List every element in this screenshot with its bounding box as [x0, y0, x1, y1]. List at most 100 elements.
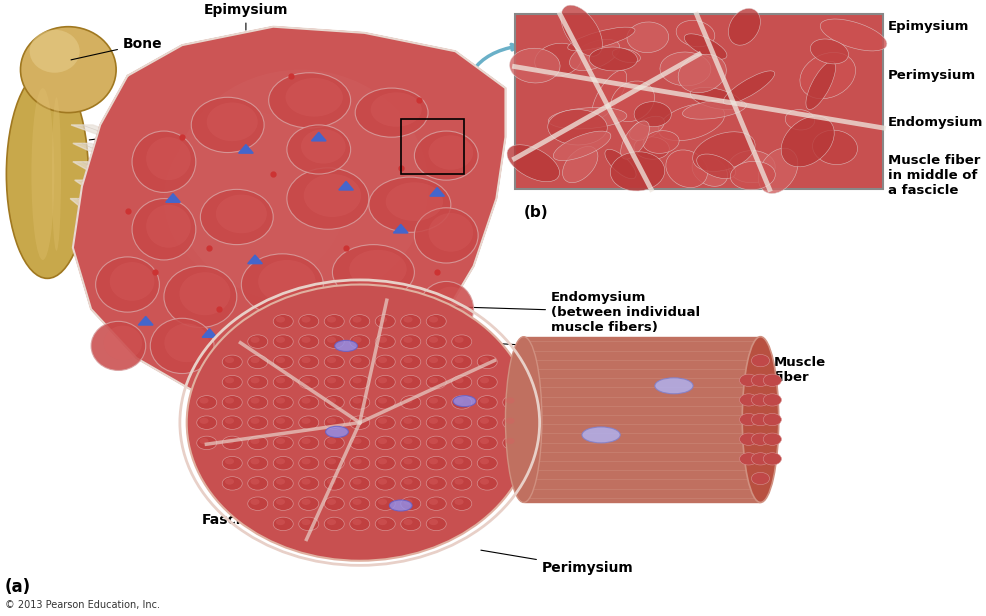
Circle shape	[199, 418, 208, 424]
Circle shape	[400, 436, 420, 450]
Ellipse shape	[592, 70, 626, 119]
Circle shape	[403, 397, 412, 403]
Ellipse shape	[191, 97, 264, 153]
Circle shape	[477, 436, 497, 450]
Text: © 2013 Pearson Education, Inc.: © 2013 Pearson Education, Inc.	[5, 600, 160, 610]
Circle shape	[762, 374, 781, 386]
Circle shape	[426, 355, 446, 368]
Circle shape	[403, 317, 412, 323]
Circle shape	[378, 519, 387, 525]
Circle shape	[299, 335, 318, 349]
Circle shape	[429, 479, 438, 485]
Polygon shape	[393, 224, 407, 233]
Circle shape	[750, 453, 769, 465]
Circle shape	[301, 479, 311, 485]
Ellipse shape	[689, 87, 740, 110]
Circle shape	[454, 397, 463, 403]
Ellipse shape	[287, 125, 350, 174]
Ellipse shape	[785, 110, 813, 130]
Circle shape	[479, 397, 489, 403]
Circle shape	[323, 416, 344, 429]
Ellipse shape	[548, 107, 626, 129]
Circle shape	[247, 416, 267, 429]
Circle shape	[452, 355, 471, 368]
Circle shape	[426, 315, 446, 328]
Circle shape	[452, 375, 471, 389]
Ellipse shape	[660, 52, 710, 86]
Circle shape	[454, 479, 463, 485]
Ellipse shape	[343, 311, 394, 350]
Circle shape	[502, 436, 523, 450]
Ellipse shape	[569, 39, 619, 71]
Ellipse shape	[325, 426, 348, 437]
Circle shape	[400, 477, 420, 490]
Circle shape	[276, 357, 285, 363]
Circle shape	[250, 397, 259, 403]
Circle shape	[426, 456, 446, 470]
Ellipse shape	[287, 168, 369, 229]
Circle shape	[352, 377, 361, 383]
Circle shape	[352, 397, 361, 403]
Circle shape	[426, 335, 446, 349]
Circle shape	[403, 337, 412, 343]
Circle shape	[349, 456, 370, 470]
Circle shape	[429, 438, 438, 444]
Circle shape	[225, 357, 234, 363]
Circle shape	[477, 477, 497, 490]
Circle shape	[454, 337, 463, 343]
Circle shape	[225, 479, 234, 485]
Ellipse shape	[780, 116, 833, 167]
Circle shape	[225, 438, 234, 444]
Ellipse shape	[388, 500, 412, 511]
Circle shape	[276, 519, 285, 525]
Text: Bone: Bone	[71, 37, 163, 60]
Circle shape	[299, 416, 318, 429]
Circle shape	[276, 377, 285, 383]
Ellipse shape	[453, 395, 475, 407]
Ellipse shape	[242, 254, 323, 315]
Circle shape	[429, 397, 438, 403]
Ellipse shape	[173, 70, 428, 303]
Circle shape	[352, 458, 361, 464]
Circle shape	[301, 337, 311, 343]
Circle shape	[375, 355, 394, 368]
Polygon shape	[312, 132, 325, 141]
Circle shape	[199, 438, 208, 444]
Circle shape	[378, 317, 387, 323]
Ellipse shape	[386, 182, 443, 221]
Ellipse shape	[620, 121, 649, 159]
Circle shape	[323, 436, 344, 450]
Circle shape	[222, 436, 242, 450]
Polygon shape	[75, 180, 207, 260]
Ellipse shape	[811, 130, 857, 164]
Circle shape	[326, 397, 335, 403]
Ellipse shape	[206, 102, 257, 141]
Circle shape	[426, 477, 446, 490]
Circle shape	[222, 477, 242, 490]
Polygon shape	[239, 145, 253, 153]
Circle shape	[352, 317, 361, 323]
Circle shape	[375, 375, 394, 389]
Circle shape	[452, 456, 471, 470]
Circle shape	[247, 497, 267, 511]
Circle shape	[429, 377, 438, 383]
Polygon shape	[73, 26, 505, 407]
Circle shape	[250, 458, 259, 464]
Circle shape	[326, 499, 335, 505]
Circle shape	[375, 335, 394, 349]
Ellipse shape	[658, 103, 724, 140]
Circle shape	[349, 497, 370, 511]
Circle shape	[400, 335, 420, 349]
Circle shape	[479, 377, 489, 383]
Circle shape	[273, 456, 293, 470]
Circle shape	[301, 397, 311, 403]
Circle shape	[276, 479, 285, 485]
Polygon shape	[275, 323, 289, 331]
Circle shape	[273, 375, 293, 389]
Circle shape	[196, 395, 217, 409]
Ellipse shape	[232, 318, 314, 373]
Circle shape	[454, 499, 463, 505]
Ellipse shape	[104, 326, 142, 360]
Circle shape	[375, 456, 394, 470]
Ellipse shape	[741, 337, 778, 503]
